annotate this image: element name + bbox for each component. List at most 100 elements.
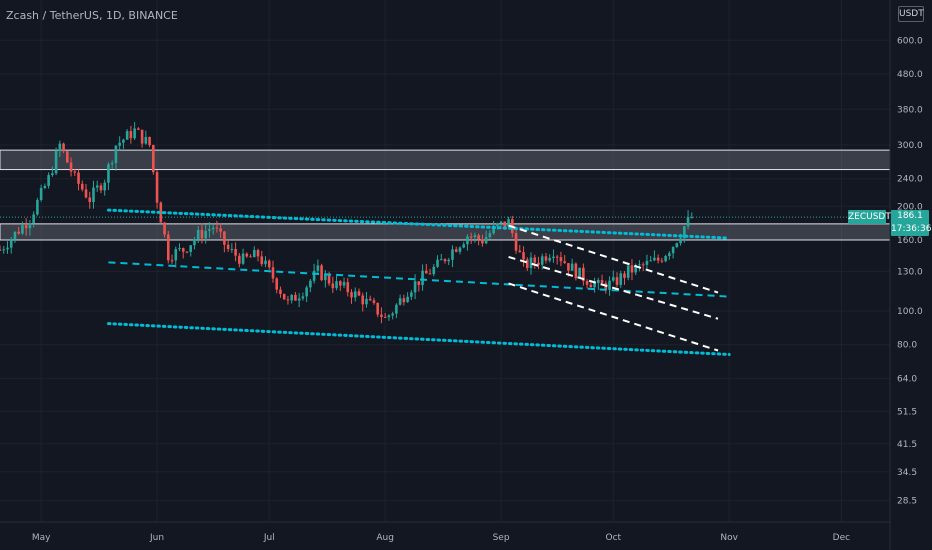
candle-body [193, 239, 196, 246]
candle-body [309, 280, 312, 288]
y-tick-label: 34.5 [897, 468, 917, 478]
candle-body [623, 273, 626, 278]
candle-body [32, 214, 35, 224]
candle-body [634, 265, 638, 273]
candle-body [2, 249, 6, 251]
candle-body [525, 259, 529, 269]
candle-body [529, 257, 533, 269]
candle-body [443, 259, 447, 262]
candle-body [421, 270, 424, 286]
trendlines [106, 208, 731, 356]
candle-body [406, 296, 409, 303]
candle-body [335, 281, 338, 289]
candle-body [152, 145, 155, 173]
candle-body [582, 267, 585, 282]
candle-body [690, 217, 694, 219]
candle-body [148, 136, 151, 146]
candle-body [338, 281, 342, 286]
candle-body [425, 270, 428, 274]
candle-body [600, 280, 604, 284]
candle-body [447, 259, 451, 262]
candle-body [668, 253, 671, 257]
candle-body [559, 257, 563, 262]
candle-body [267, 260, 271, 268]
candle-body [103, 182, 107, 191]
candle-body [653, 257, 656, 261]
last-price-value: 186.1 [897, 211, 923, 221]
candle-body [36, 199, 39, 215]
candle-body [574, 263, 578, 279]
candle-body [140, 129, 144, 144]
y-tick-label: 28.5 [897, 497, 917, 507]
candle-body [200, 229, 204, 239]
candle-body [110, 163, 114, 165]
candle-body [649, 260, 652, 262]
candle-body [660, 260, 664, 262]
x-tick-label: Jul [263, 533, 275, 543]
candle-body [413, 281, 417, 293]
candle-body [211, 227, 215, 230]
candle-body [372, 300, 376, 303]
candle-body [548, 258, 552, 261]
candle-body [361, 295, 365, 305]
candle-body [77, 172, 80, 184]
currency-badge[interactable]: USDT [898, 6, 924, 22]
candle-body [544, 256, 548, 261]
trendline [106, 208, 731, 240]
candle-body [174, 249, 178, 261]
candle-body [155, 172, 159, 203]
candle-body [223, 231, 226, 245]
candle-body [252, 250, 256, 258]
candle-body [43, 185, 47, 188]
candle-body [462, 244, 465, 248]
candle-body [107, 164, 110, 183]
candle-body [638, 264, 641, 266]
candle-body [484, 237, 488, 244]
candle-body [555, 256, 559, 258]
candle-body [540, 256, 544, 265]
candle-body [469, 236, 473, 238]
candle-body [488, 233, 492, 238]
trendline [508, 224, 719, 294]
candle-body [208, 229, 211, 231]
y-tick-label: 80.0 [897, 341, 917, 351]
candle-body [320, 265, 323, 281]
candle-body [368, 298, 372, 301]
candle-body [428, 273, 432, 275]
candle-body [454, 249, 458, 252]
candle-body [275, 278, 279, 290]
candle-body [196, 229, 200, 240]
candle-body [118, 142, 121, 146]
candle-body [619, 273, 623, 285]
candle-body [402, 298, 406, 303]
x-tick-label: Aug [376, 533, 394, 543]
candle-body [570, 263, 574, 271]
candle-body [129, 131, 133, 139]
candle-body [226, 244, 230, 249]
candle-body [683, 226, 686, 239]
candle-body [641, 264, 645, 266]
candle-body [552, 256, 555, 259]
candle-body [279, 289, 282, 294]
candle-body [398, 298, 402, 305]
candle-body [630, 265, 634, 273]
candle-body [496, 223, 499, 227]
candle-body [481, 239, 484, 244]
candle-body [181, 248, 185, 252]
candle-body [686, 217, 690, 227]
candle-body [125, 131, 129, 140]
candle-body [95, 185, 99, 188]
candle-body [357, 291, 361, 296]
candle-body [245, 253, 249, 257]
candle-body [439, 259, 443, 261]
candle-body [51, 173, 54, 176]
trendline [508, 282, 719, 352]
candle-body [92, 187, 95, 203]
candle-body [417, 281, 421, 286]
candle-body [24, 225, 28, 229]
candle-body [656, 257, 660, 261]
candle-body [260, 256, 264, 265]
candle-body [466, 236, 469, 245]
candle-body [297, 298, 301, 301]
